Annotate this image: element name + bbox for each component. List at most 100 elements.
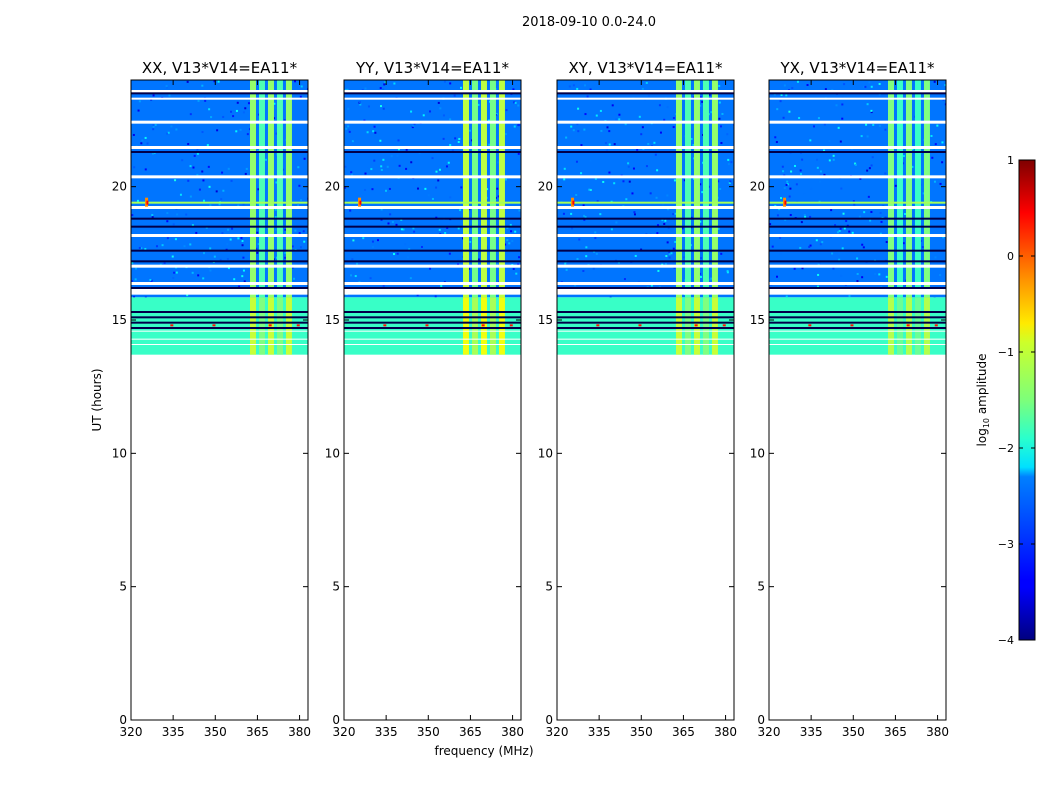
noise-cell xyxy=(196,148,199,151)
x-tick-label: 365 xyxy=(246,725,269,739)
noise-cell xyxy=(149,278,152,281)
noise-cell xyxy=(438,168,441,171)
noise-cell xyxy=(837,126,840,129)
x-tick-label: 320 xyxy=(758,725,781,739)
y-tick-label: 5 xyxy=(545,580,553,594)
noise-cell xyxy=(808,245,811,248)
noise-cell xyxy=(380,208,383,211)
noise-cell xyxy=(701,191,704,194)
noise-cell xyxy=(137,293,140,296)
rfi-column-lower xyxy=(471,297,478,355)
noise-cell xyxy=(189,165,192,168)
noise-cell xyxy=(356,262,359,265)
noise-cell xyxy=(936,124,939,127)
noise-cell xyxy=(185,213,188,216)
noise-cell xyxy=(565,136,568,139)
noise-cell xyxy=(173,271,176,274)
flagged-row xyxy=(131,282,308,285)
panels: XX, V13*V14=EA11* 0 5 10 15 20 320 335 350 365 380… xyxy=(112,59,949,739)
noise-cell xyxy=(370,168,373,171)
noise-cell xyxy=(420,245,423,248)
noise-cell xyxy=(344,186,347,189)
noise-cell xyxy=(776,275,779,278)
noise-cell xyxy=(608,143,611,146)
noise-cell xyxy=(582,204,585,207)
noise-cell xyxy=(427,194,430,197)
noise-cell xyxy=(372,130,375,133)
noise-cell xyxy=(273,117,276,120)
noise-cell xyxy=(708,93,711,96)
noise-cell xyxy=(163,262,166,265)
flagged-row xyxy=(344,338,521,340)
noise-cell xyxy=(720,141,723,144)
noise-cell xyxy=(828,139,831,142)
noise-cell xyxy=(209,269,212,272)
noise-cell xyxy=(366,167,369,170)
noise-cell xyxy=(818,180,821,183)
noise-cell xyxy=(402,228,405,231)
noise-cell xyxy=(710,111,713,114)
noise-cell xyxy=(568,85,571,88)
noise-cell xyxy=(229,238,232,241)
noise-cell xyxy=(879,232,882,235)
noise-cell xyxy=(386,165,389,168)
hot-pixel xyxy=(170,324,174,327)
noise-cell xyxy=(151,214,154,217)
noise-cell xyxy=(779,252,782,255)
noise-cell xyxy=(460,186,463,189)
noise-cell xyxy=(191,271,194,274)
noise-cell xyxy=(383,83,386,86)
noise-cell xyxy=(413,123,416,126)
dark-row xyxy=(557,92,734,95)
noise-cell xyxy=(856,257,859,260)
flagged-row xyxy=(131,120,308,124)
noise-cell xyxy=(435,170,438,173)
noise-cell xyxy=(557,140,560,143)
noise-cell xyxy=(373,159,376,162)
noise-cell xyxy=(151,216,154,219)
noise-cell xyxy=(856,280,859,283)
noise-cell xyxy=(517,263,520,266)
y-tick-label: 10 xyxy=(325,446,340,460)
noise-cell xyxy=(146,142,149,145)
noise-cell xyxy=(934,256,937,259)
noise-cell xyxy=(242,111,245,114)
colorbar-tick-label: −2 xyxy=(998,442,1014,455)
noise-cell xyxy=(720,252,723,255)
noise-cell xyxy=(613,143,616,146)
y-tick-label: 10 xyxy=(112,446,127,460)
dark-row xyxy=(131,311,308,313)
noise-cell xyxy=(363,119,366,122)
noise-cell xyxy=(668,256,671,259)
noise-cell xyxy=(721,112,724,115)
noise-cell xyxy=(661,219,664,222)
noise-cell xyxy=(236,101,239,104)
dark-row xyxy=(769,249,946,252)
spike-core xyxy=(784,200,787,205)
y-tick-label: 0 xyxy=(332,713,340,727)
noise-cell xyxy=(778,208,781,211)
x-tick-label: 380 xyxy=(926,725,949,739)
noise-cell xyxy=(209,204,212,207)
noise-cell xyxy=(944,103,946,106)
noise-cell xyxy=(816,285,819,288)
noise-cell xyxy=(284,228,287,231)
noise-cell xyxy=(192,168,195,171)
noise-cell xyxy=(227,164,230,167)
noise-cell xyxy=(779,236,782,239)
noise-cell xyxy=(380,165,383,168)
noise-cell xyxy=(364,172,367,175)
noise-cell xyxy=(640,133,643,136)
noise-cell xyxy=(274,208,277,211)
noise-cell xyxy=(208,185,211,188)
noise-cell xyxy=(885,241,888,244)
noise-cell xyxy=(779,100,782,103)
flagged-row xyxy=(344,282,521,285)
noise-cell xyxy=(131,280,134,283)
noise-cell xyxy=(809,139,812,142)
dark-row xyxy=(344,316,521,319)
dark-row xyxy=(131,287,308,289)
noise-cell xyxy=(405,167,408,170)
noise-cell xyxy=(352,239,355,242)
noise-cell xyxy=(152,128,155,131)
